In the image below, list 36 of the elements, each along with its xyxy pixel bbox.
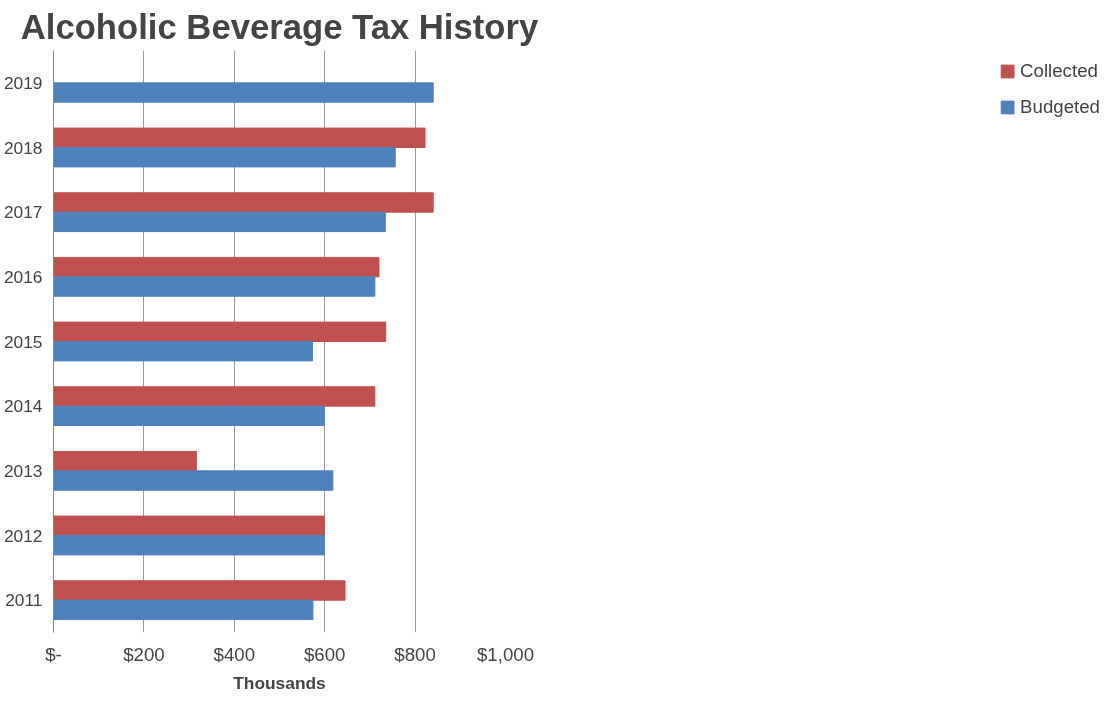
bar <box>53 341 313 362</box>
legend-label: Collected <box>1020 60 1098 82</box>
y-tick-label: 2013 <box>3 460 43 481</box>
x-tick-label: $600 <box>303 643 346 665</box>
bar <box>53 256 380 278</box>
bar <box>53 470 334 491</box>
x-tick-label: $800 <box>394 643 436 665</box>
bar <box>53 535 325 556</box>
bar <box>53 386 376 407</box>
bar <box>53 450 197 472</box>
bar <box>53 580 346 601</box>
bar <box>53 599 314 621</box>
x-tick-label: $1,000 <box>476 643 535 665</box>
bar <box>53 405 325 427</box>
bar <box>53 211 386 233</box>
x-axis-title: Thousands <box>233 672 326 693</box>
legend-label: Budgeted <box>1020 96 1100 118</box>
y-tick-label: 2012 <box>3 525 43 546</box>
bar <box>53 127 426 148</box>
bar <box>53 82 434 103</box>
x-tick-label: $200 <box>123 643 165 665</box>
bar <box>53 321 387 342</box>
y-tick-label: 2015 <box>3 331 43 352</box>
y-tick-label: 2017 <box>3 202 43 223</box>
y-tick-label: 2011 <box>5 590 43 611</box>
bar <box>53 147 396 168</box>
x-tick-label: $400 <box>213 643 256 665</box>
x-tick-label: $- <box>45 643 62 665</box>
bar <box>53 192 434 213</box>
bar <box>53 515 325 536</box>
bar <box>53 276 376 297</box>
chart-title: Alcoholic Beverage Tax History <box>20 7 539 46</box>
y-tick-label: 2014 <box>3 396 43 417</box>
y-tick-label: 2016 <box>3 266 43 287</box>
y-tick-label: 2018 <box>3 137 43 158</box>
y-tick-label: 2019 <box>3 72 43 93</box>
